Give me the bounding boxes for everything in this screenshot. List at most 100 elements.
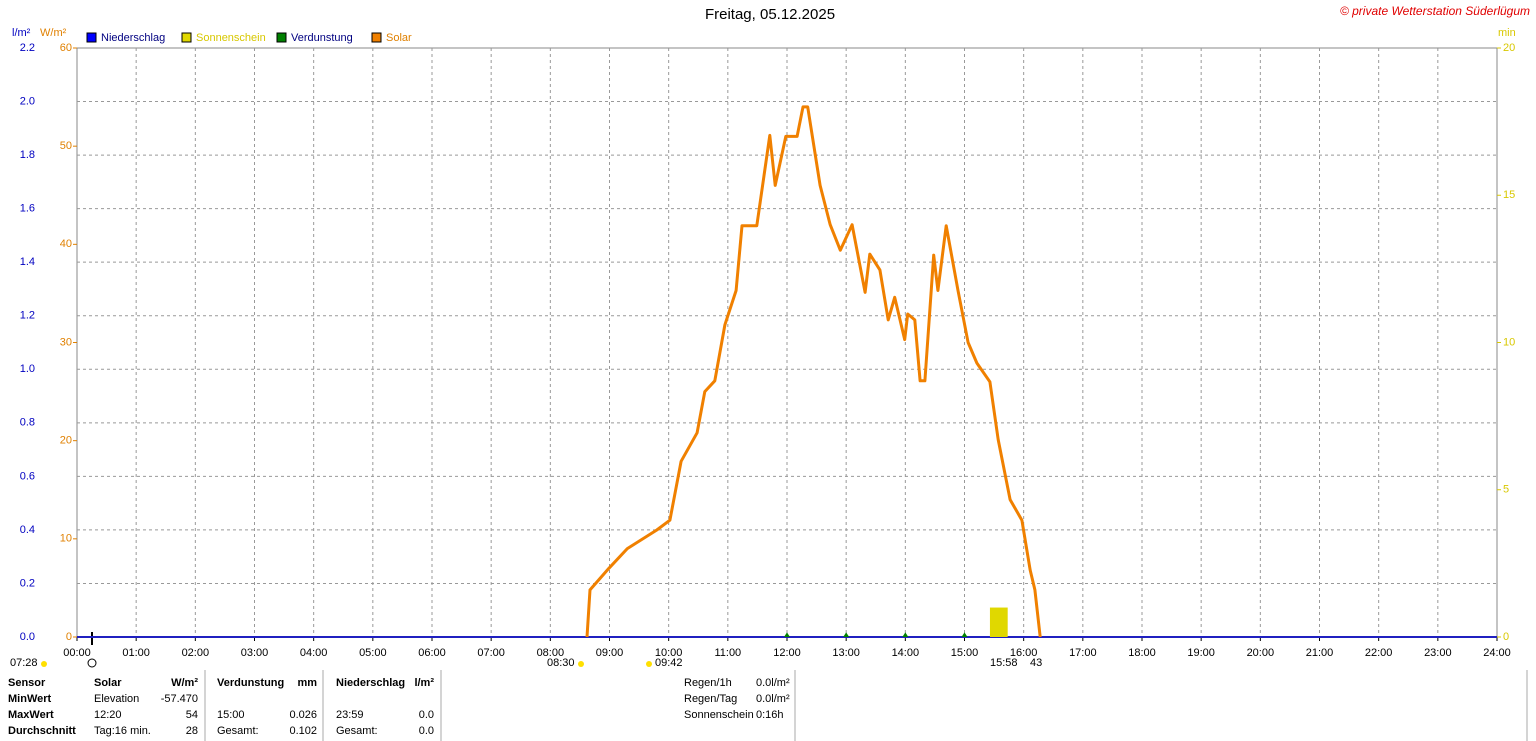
annotation: 15:58: [990, 657, 1018, 669]
total-value: 0.0l/m²: [756, 693, 790, 705]
x-tick-label: 12:00: [773, 647, 801, 659]
table-cell: Tag:16 min.: [94, 725, 151, 737]
y-axis-label: l/m²: [12, 27, 31, 39]
table-cell: 0.102: [289, 725, 317, 737]
y2-axis-label: W/m²: [40, 27, 67, 39]
chart-title: Freitag, 05.12.2025: [705, 6, 835, 23]
y3-tick-label: 0: [1503, 631, 1509, 643]
x-tick-label: 04:00: [300, 647, 328, 659]
table-cell: Sensor: [8, 677, 46, 689]
table-cell: 0.0: [419, 709, 434, 721]
table-cell: 54: [186, 709, 198, 721]
y-tick-label: 0.2: [20, 577, 35, 589]
y-tick-label: 1.0: [20, 363, 35, 375]
legend-swatch: [86, 32, 97, 43]
table-cell: 0.0: [419, 725, 434, 737]
total-label: Sonnenschein: [684, 709, 754, 721]
x-tick-label: 13:00: [832, 647, 860, 659]
table-cell: -57.470: [161, 693, 198, 705]
x-tick-label: 02:00: [182, 647, 210, 659]
total-label: Regen/Tag: [684, 693, 737, 705]
sunshine-bar: [989, 607, 1008, 637]
y-tick-label: 0.6: [20, 470, 35, 482]
y3-tick-label: 15: [1503, 189, 1515, 201]
y-tick-label: 2.0: [20, 95, 35, 107]
evaporation-marker: [843, 632, 850, 637]
total-value: 0:16h: [756, 709, 784, 721]
total-value: 0.0l/m²: [756, 677, 790, 689]
y-tick-label: 1.4: [20, 256, 35, 268]
table-cell: 0.026: [289, 709, 317, 721]
annotation-dot: [646, 661, 652, 667]
y3-tick-label: 20: [1503, 42, 1515, 54]
y2-tick-label: 30: [60, 336, 72, 348]
solar-line: [585, 105, 1042, 638]
legend-swatch: [276, 32, 287, 43]
y3-axis-label: min: [1498, 27, 1516, 39]
y-tick-label: 2.2: [20, 42, 35, 54]
evaporation-marker: [784, 632, 790, 637]
table-cell: MinWert: [8, 693, 52, 705]
table-cell: Niederschlag: [336, 677, 405, 689]
y-tick-label: 1.6: [20, 203, 35, 215]
table-cell: Gesamt:: [217, 725, 259, 737]
x-tick-label: 10:00: [655, 647, 683, 659]
evaporation-marker: [902, 632, 909, 637]
legend-label: Niederschlag: [101, 32, 165, 44]
legend-swatch: [371, 32, 382, 43]
x-tick-label: 18:00: [1128, 647, 1156, 659]
annotation: 43: [1030, 657, 1042, 669]
x-tick-label: 19:00: [1187, 647, 1215, 659]
y3-tick-label: 5: [1503, 484, 1509, 496]
x-tick-label: 24:00: [1483, 647, 1511, 659]
table-cell: 12:20: [94, 709, 122, 721]
y-tick-label: 0.8: [20, 417, 35, 429]
y-tick-label: 0.4: [20, 524, 35, 536]
x-tick-label: 14:00: [892, 647, 920, 659]
x-tick-label: 21:00: [1306, 647, 1334, 659]
table-cell: l/m²: [414, 677, 434, 689]
annotation: 07:28: [10, 657, 38, 669]
table-cell: Gesamt:: [336, 725, 378, 737]
table-cell: Elevation: [94, 693, 139, 705]
x-tick-label: 20:00: [1247, 647, 1275, 659]
table-cell: Durchschnitt: [8, 725, 76, 737]
y2-tick-label: 50: [60, 140, 72, 152]
x-tick-label: 00:00: [63, 647, 91, 659]
x-tick-label: 15:00: [951, 647, 979, 659]
annotation: 08:30: [547, 657, 575, 669]
x-tick-label: 05:00: [359, 647, 387, 659]
x-tick-label: 03:00: [241, 647, 269, 659]
credit: © private Wetterstation Süderlügum: [1340, 4, 1530, 18]
table-cell: Solar: [94, 677, 122, 689]
table-cell: Verdunstung: [217, 677, 284, 689]
table-cell: 15:00: [217, 709, 245, 721]
legend-label: Verdunstung: [291, 32, 353, 44]
legend-label: Solar: [386, 32, 412, 44]
y2-tick-label: 20: [60, 435, 72, 447]
x-tick-label: 08:00: [537, 647, 565, 659]
x-tick-label: 09:00: [596, 647, 624, 659]
table-cell: 28: [186, 725, 198, 737]
y3-tick-label: 10: [1503, 336, 1515, 348]
annotation: 09:42: [655, 657, 683, 669]
x-tick-label: 06:00: [418, 647, 446, 659]
x-tick-label: 11:00: [714, 647, 741, 659]
x-tick-label: 07:00: [477, 647, 505, 659]
x-tick-label: 22:00: [1365, 647, 1393, 659]
table-cell: 23:59: [336, 709, 364, 721]
y-tick-label: 0.0: [20, 631, 35, 643]
x-tick-label: 23:00: [1424, 647, 1452, 659]
table-cell: MaxWert: [8, 709, 54, 721]
x-tick-label: 01:00: [122, 647, 150, 659]
evaporation-marker: [961, 632, 968, 637]
legend-label: Sonnenschein: [196, 32, 266, 44]
total-label: Regen/1h: [684, 677, 732, 689]
y-tick-label: 1.2: [20, 310, 35, 322]
table-cell: mm: [297, 677, 317, 689]
x-tick-label: 17:00: [1069, 647, 1097, 659]
y2-tick-label: 60: [60, 42, 72, 54]
x-tick-label: 16:00: [1010, 647, 1038, 659]
annotation-dot: [578, 661, 584, 667]
